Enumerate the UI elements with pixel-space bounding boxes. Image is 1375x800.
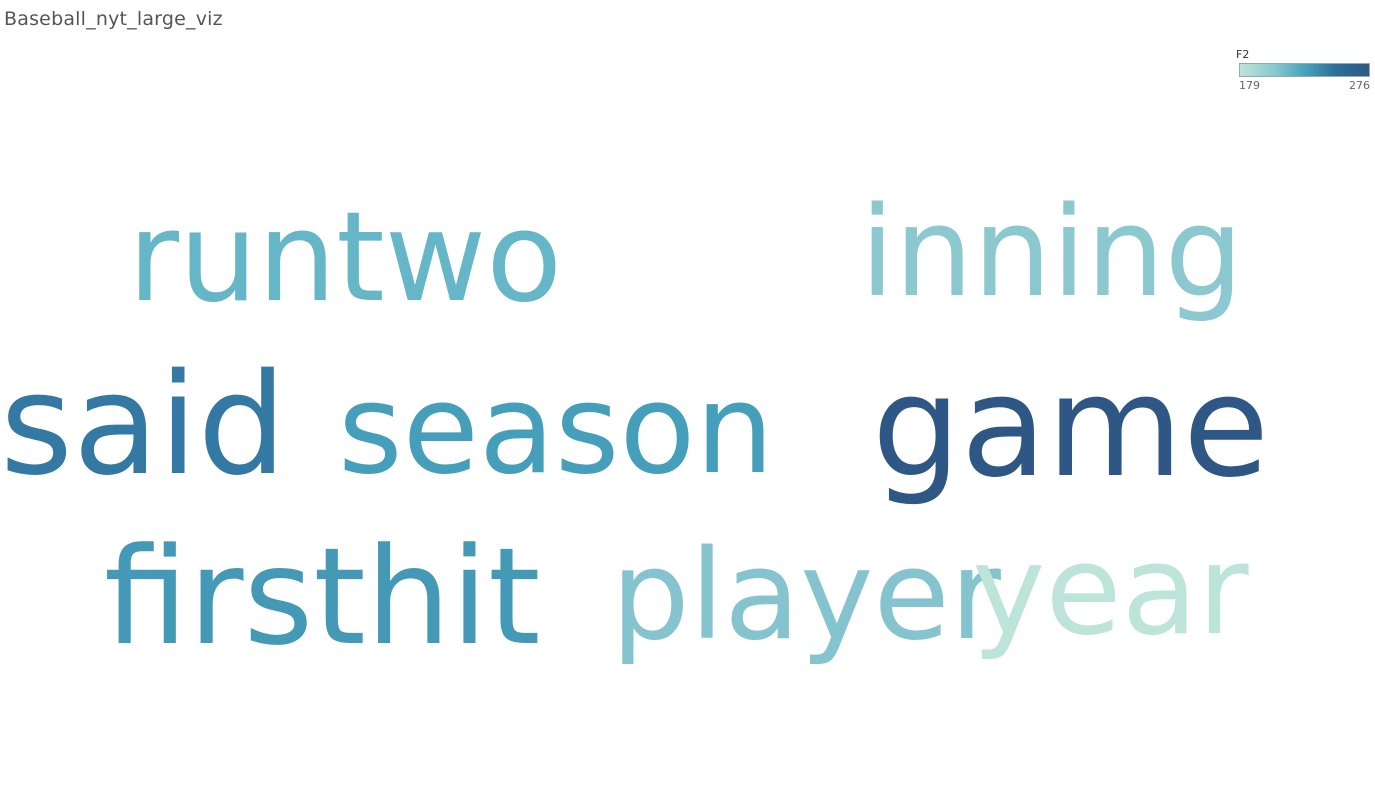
word-year[interactable]: year <box>972 519 1249 663</box>
word-season[interactable]: season <box>338 358 774 502</box>
legend-max-label: 276 <box>1349 79 1370 92</box>
sheet-title: Baseball_nyt_large_viz <box>4 8 223 30</box>
color-legend: F2 179 276 <box>1236 48 1372 95</box>
legend-title: F2 <box>1236 48 1250 61</box>
legend-ticks: 179 276 <box>1236 79 1372 95</box>
word-player[interactable]: player <box>611 524 1001 668</box>
legend-gradient-bar <box>1239 63 1370 77</box>
word-game[interactable]: game <box>872 346 1269 509</box>
legend-min-label: 179 <box>1239 79 1260 92</box>
word-runtwo[interactable]: runtwo <box>128 186 562 330</box>
word-inning[interactable]: inning <box>860 181 1243 325</box>
word-firsthit[interactable]: firsthit <box>104 519 541 675</box>
word-said[interactable]: said <box>0 344 287 507</box>
